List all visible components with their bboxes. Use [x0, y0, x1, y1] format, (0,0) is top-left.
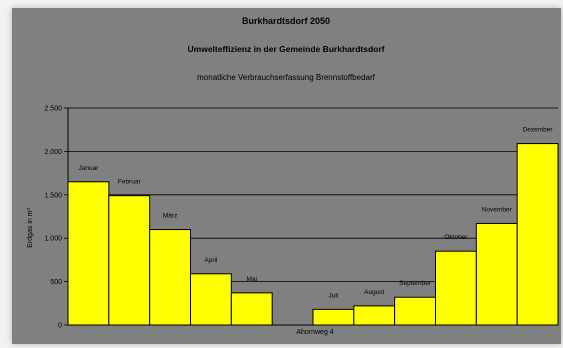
bar-3: [149, 229, 192, 326]
bar-5: [230, 292, 273, 326]
x-axis-label: Ahornweg 4: [296, 329, 333, 336]
data-label: September: [399, 280, 432, 287]
bar-12: [516, 143, 559, 326]
y-tick-label: 2.500: [44, 106, 62, 113]
chart-subtitle-1: Umwelteffizienz in der Gemeinde Burkhard…: [188, 44, 385, 54]
bar-4: [190, 273, 232, 326]
bar-7: [312, 308, 355, 326]
data-label: Mai: [247, 276, 257, 283]
data-label: August: [364, 289, 384, 296]
data-label: Februar: [118, 179, 142, 186]
chart-frame: Burkhardtsdorf 2050 Umwelteffizienz in d…: [12, 8, 561, 344]
bar-8: [353, 305, 396, 326]
bar-2: [108, 195, 151, 326]
bar-1: [67, 181, 110, 326]
y-tick-label: 1.500: [44, 192, 62, 199]
data-label: März: [163, 213, 177, 220]
y-tick-label: 0: [58, 323, 62, 330]
data-label: Juli: [329, 292, 339, 299]
data-label: Oktober: [444, 234, 468, 241]
data-label: Januar: [78, 165, 99, 172]
bar-11: [475, 222, 518, 326]
data-label: Dezember: [523, 127, 554, 134]
y-tick-label: 2.000: [44, 149, 62, 156]
chart: Burkhardtsdorf 2050 Umwelteffizienz in d…: [27, 16, 559, 336]
plot-area: 0 500 1.000 1.500 2.000 2.500 Januar Februar Mär…: [44, 106, 559, 330]
y-tick-label: 500: [50, 279, 62, 286]
y-tick-label: 1.000: [44, 236, 62, 243]
data-label: November: [482, 206, 513, 213]
bar-9: [394, 296, 436, 326]
bar-10: [435, 250, 477, 326]
chart-title: Burkhardtsdorf 2050: [242, 16, 330, 26]
data-label: April: [204, 257, 218, 264]
y-axis-label: Erdgas in m³: [27, 207, 34, 247]
chart-subtitle-2: monatliche Verbrauchserfassung Brennstof…: [197, 73, 376, 82]
